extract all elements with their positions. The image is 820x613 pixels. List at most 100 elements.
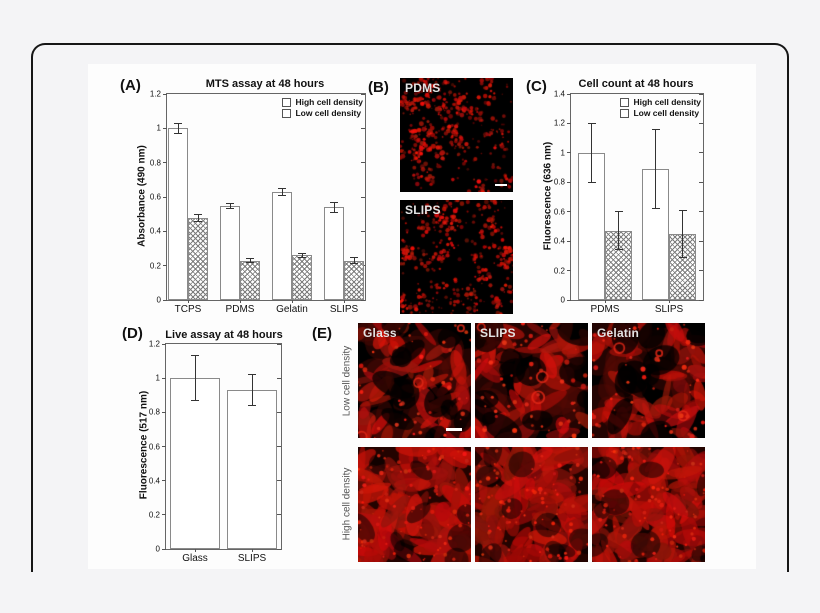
cell-image-canvas <box>358 447 471 562</box>
x-category-label: SLIPS <box>654 304 684 315</box>
y-tick-label: 0.4 <box>149 226 161 236</box>
plain-swatch-icon <box>620 97 630 107</box>
y-tick <box>699 299 703 301</box>
x-category-label: SLIPS <box>329 304 359 315</box>
x-tick <box>344 300 345 303</box>
error-bar-cap <box>678 256 687 258</box>
x-category-label: SLIPS <box>237 553 267 564</box>
error-bar <box>281 188 283 196</box>
y-tick <box>567 93 571 95</box>
x-category-label: Gelatin <box>276 304 308 315</box>
legend-item: Low cell density <box>282 108 363 118</box>
y-tick-label: 0.4 <box>148 476 160 486</box>
error-bar-cap <box>614 211 623 213</box>
error-bar-cap <box>651 208 660 210</box>
error-bar <box>177 123 179 134</box>
y-tick <box>162 377 166 379</box>
micrograph-slips-label: SLIPS <box>405 203 441 217</box>
micrograph-pdms-label: PDMS <box>405 81 441 95</box>
cell-image-canvas <box>592 447 705 562</box>
y-tick-label: 0.6 <box>553 207 565 217</box>
error-bar-cap <box>191 355 199 357</box>
cell-image-canvas <box>592 323 705 438</box>
y-tick <box>162 548 166 550</box>
panel-e-label: (E) <box>312 325 332 342</box>
y-tick <box>277 480 281 482</box>
bar-glass-plain <box>170 378 220 549</box>
x-tick <box>240 300 241 303</box>
plain-swatch-icon <box>282 97 292 107</box>
y-tick <box>277 377 281 379</box>
hatched-swatch-icon <box>282 108 292 118</box>
y-tick <box>162 514 166 516</box>
x-tick <box>252 549 253 552</box>
micrograph-glass-label: Glass <box>363 326 397 340</box>
y-tick <box>277 548 281 550</box>
bar-pdms-hatched <box>605 230 632 300</box>
x-category-label: PDMS <box>225 304 255 315</box>
error-bar <box>301 253 303 258</box>
y-tick <box>567 299 571 301</box>
micrograph-slips-high <box>475 447 588 562</box>
y-tick-label: 0.6 <box>149 192 161 202</box>
error-bar-cap <box>226 207 234 209</box>
error-bar-cap <box>191 399 199 401</box>
panel-d-bar-chart: 0 0.2 0.4 0.6 0.8 1 1.2 Glass SLIPS <box>149 340 282 564</box>
x-category-label: PDMS <box>590 304 620 315</box>
y-tick <box>567 181 571 183</box>
error-bar-cap <box>587 122 596 124</box>
chart-legend: High cell density Low cell density <box>620 96 701 119</box>
y-tick <box>567 152 571 154</box>
error-bar <box>655 129 656 209</box>
y-tick-label: 0.2 <box>148 510 160 520</box>
micrograph-slips-label: SLIPS <box>480 326 516 340</box>
error-bar-cap <box>587 181 596 183</box>
x-tick <box>669 300 670 303</box>
y-tick-label: 0.6 <box>148 442 160 451</box>
y-tick <box>277 446 281 447</box>
x-tick <box>195 549 196 552</box>
error-bar-cap <box>226 202 234 204</box>
panel-c-y-axis-label: Fluorescence (636 nm) <box>542 141 554 251</box>
error-bar-cap <box>248 374 256 376</box>
y-tick-label: 0 <box>156 295 161 305</box>
scale-bar <box>446 428 462 431</box>
y-tick <box>163 299 167 301</box>
error-bar-cap <box>330 201 338 203</box>
error-bar <box>682 210 683 258</box>
scale-bar <box>495 183 507 186</box>
y-tick <box>163 127 167 129</box>
x-tick <box>605 300 606 303</box>
chart-legend: High cell density Low cell density <box>282 96 363 119</box>
error-bar-cap <box>248 405 256 406</box>
panel-d-y-axis-label: Fluorescence (517 nm) <box>138 390 150 500</box>
legend-item: High cell density <box>620 97 701 107</box>
cell-image-canvas <box>475 447 588 562</box>
error-bar-cap <box>678 209 687 211</box>
panel-e-row-label-low: Low cell density <box>341 345 353 417</box>
error-bar-cap <box>194 220 202 222</box>
y-tick <box>163 93 167 95</box>
x-tick <box>292 300 293 303</box>
y-tick <box>163 196 167 198</box>
bar-slips-hatched <box>344 260 364 300</box>
panel-a-label: (A) <box>120 77 141 94</box>
y-tick-label: 0.4 <box>553 236 565 246</box>
y-tick <box>361 230 365 232</box>
error-bar <box>618 211 619 250</box>
error-bar-cap <box>350 263 358 265</box>
error-bar <box>229 203 231 209</box>
micrograph-glass-low: Glass <box>358 323 471 438</box>
cell-image-canvas <box>475 323 588 438</box>
panel-e-row-label-high: High cell density <box>341 467 353 541</box>
y-tick-label: 0 <box>155 544 160 554</box>
bar-gelatin-hatched <box>292 255 312 300</box>
cell-image-canvas <box>358 323 471 438</box>
panel-c-chart-title: Cell count at 48 hours <box>578 78 694 90</box>
error-bar-cap <box>298 256 306 258</box>
legend-label: High cell density <box>295 97 363 107</box>
error-bar-cap <box>350 256 358 258</box>
y-tick <box>162 480 166 482</box>
micrograph-slips-low: SLIPS <box>475 323 588 438</box>
